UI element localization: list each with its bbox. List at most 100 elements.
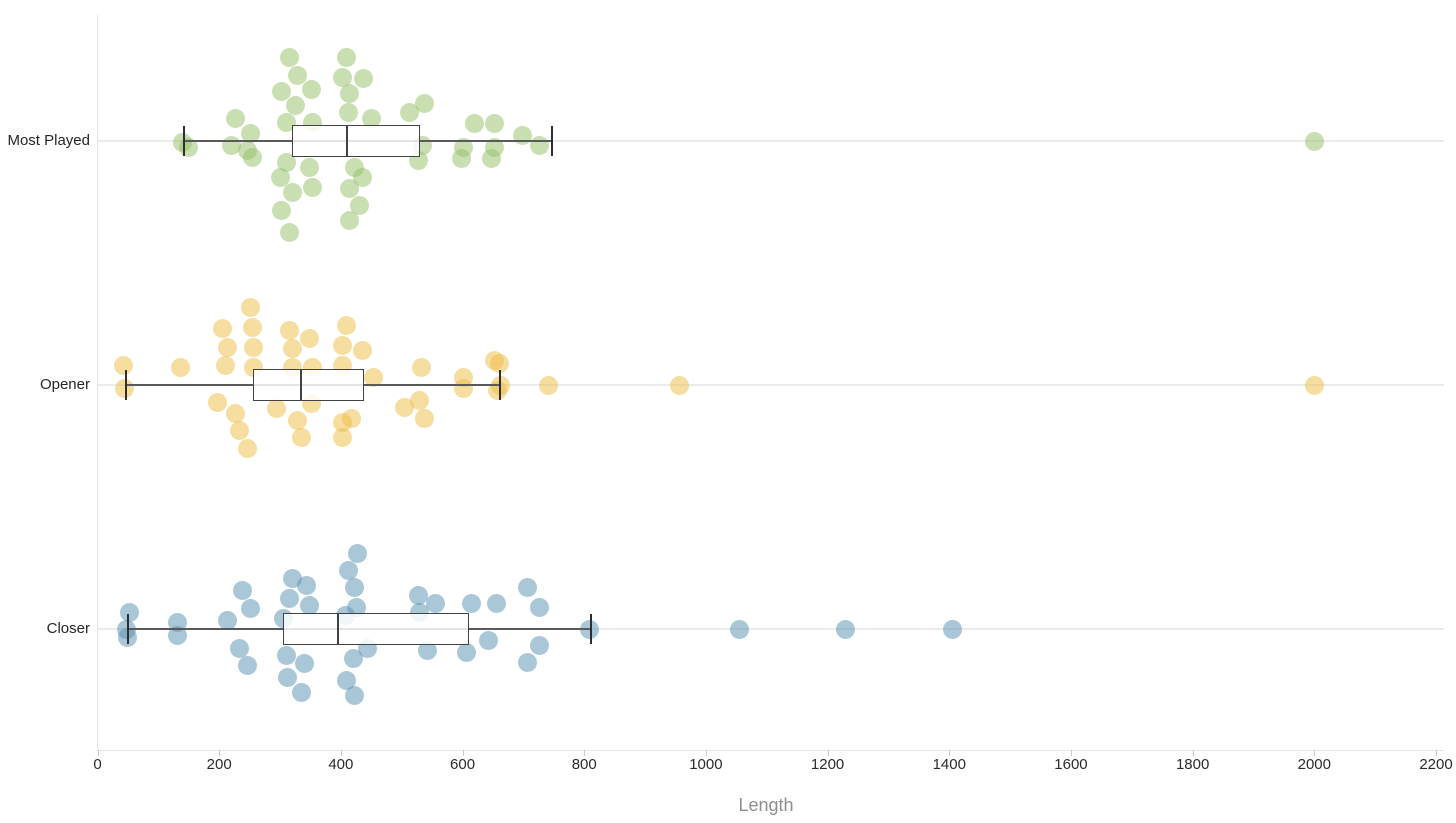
data-point: [238, 655, 258, 675]
data-point: [415, 93, 435, 113]
data-point: [283, 338, 303, 358]
data-point: [539, 375, 559, 395]
data-point: [490, 353, 510, 373]
data-point: [348, 543, 368, 563]
category-label: Closer: [46, 620, 90, 637]
x-tick-label: 1200: [810, 756, 845, 773]
data-point: [410, 390, 430, 410]
data-point: [242, 147, 262, 167]
data-point: [285, 95, 305, 115]
data-point: [272, 200, 292, 220]
data-point: [277, 152, 297, 172]
data-point: [280, 320, 300, 340]
data-point: [352, 167, 372, 187]
x-tick-label: 2000: [1297, 756, 1331, 773]
data-point: [240, 297, 260, 317]
x-axis-line: [97, 750, 1444, 751]
data-point: [271, 81, 291, 101]
data-point: [277, 645, 297, 665]
whisker-cap-max: [550, 126, 553, 156]
data-point: [425, 593, 445, 613]
grid-line: [97, 384, 1444, 386]
data-point: [282, 182, 302, 202]
data-point: [230, 638, 250, 658]
x-tick-mark: [1436, 750, 1437, 756]
data-point: [302, 79, 322, 99]
x-tick-mark: [1314, 750, 1316, 756]
data-point: [287, 65, 307, 85]
x-tick-label: 1400: [932, 756, 966, 773]
data-point: [457, 642, 477, 662]
data-point: [295, 653, 315, 673]
category-label: Opener: [39, 376, 90, 393]
data-point: [300, 328, 320, 348]
data-point: [225, 403, 245, 423]
median-line: [345, 125, 348, 157]
data-point: [478, 630, 498, 650]
x-tick-label: 400: [328, 756, 354, 773]
whisker-cap-min: [124, 370, 127, 400]
data-point: [292, 682, 312, 702]
x-tick-mark: [584, 750, 586, 756]
data-point: [670, 375, 690, 395]
data-point: [942, 619, 962, 639]
data-point: [345, 577, 365, 597]
box: [252, 369, 364, 401]
data-point: [278, 667, 298, 687]
data-point: [395, 397, 415, 417]
x-tick-mark: [949, 750, 951, 756]
data-point: [300, 595, 320, 615]
data-point: [342, 408, 362, 428]
x-tick-label: 1600: [1054, 756, 1088, 773]
data-point: [353, 340, 373, 360]
grid-line: [97, 628, 1444, 630]
data-point: [113, 355, 133, 375]
data-point: [332, 427, 352, 447]
x-tick-mark: [462, 750, 464, 756]
data-point: [339, 102, 359, 122]
data-point: [343, 648, 363, 668]
data-point: [729, 619, 749, 639]
x-tick-label: 600: [450, 756, 476, 773]
data-point: [408, 585, 428, 605]
data-point: [485, 137, 505, 157]
data-point: [530, 635, 550, 655]
median-line: [300, 369, 303, 401]
data-point: [513, 125, 533, 145]
whisker-cap-max: [590, 614, 593, 644]
data-point: [282, 568, 302, 588]
whisker-cap-max: [499, 370, 502, 400]
data-point: [300, 157, 320, 177]
data-point: [354, 68, 374, 88]
data-point: [350, 195, 370, 215]
x-tick-label: 200: [206, 756, 232, 773]
data-point: [297, 575, 317, 595]
data-point: [288, 410, 308, 430]
data-point: [485, 113, 505, 133]
data-point: [399, 102, 419, 122]
grid-line: [97, 140, 1444, 142]
data-point: [233, 580, 253, 600]
data-point: [280, 588, 300, 608]
data-point: [242, 317, 262, 337]
median-line: [336, 613, 339, 645]
data-point: [1304, 375, 1324, 395]
data-point: [453, 137, 473, 157]
data-point: [338, 560, 358, 580]
data-point: [225, 108, 245, 128]
data-point: [230, 420, 250, 440]
x-tick-label: 1000: [689, 756, 723, 773]
x-tick-label: 0: [93, 756, 102, 773]
data-point: [238, 438, 258, 458]
data-point: [1304, 131, 1324, 151]
data-point: [333, 335, 353, 355]
data-point: [340, 210, 360, 230]
x-tick-mark: [1192, 750, 1194, 756]
data-point: [412, 357, 432, 377]
data-point: [218, 337, 238, 357]
x-tick-mark: [219, 750, 221, 756]
x-tick-mark: [705, 750, 707, 756]
x-tick-mark: [340, 750, 342, 756]
data-point: [280, 222, 300, 242]
